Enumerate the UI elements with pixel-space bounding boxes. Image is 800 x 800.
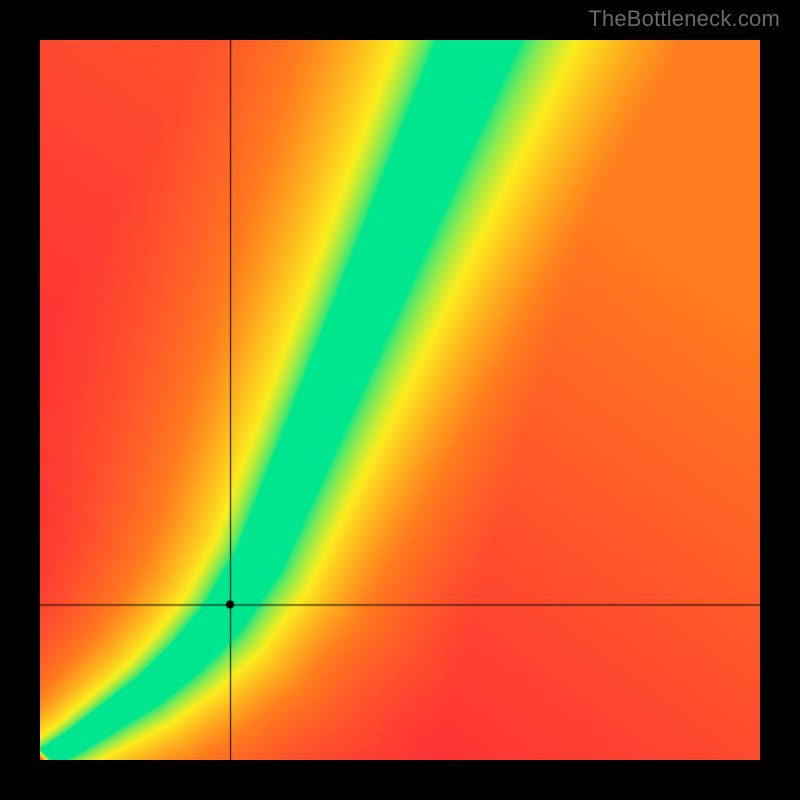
attribution-text: TheBottleneck.com bbox=[588, 6, 780, 32]
chart-container: TheBottleneck.com bbox=[0, 0, 800, 800]
heatmap-canvas bbox=[40, 40, 760, 760]
heatmap-plot-area bbox=[40, 40, 760, 760]
